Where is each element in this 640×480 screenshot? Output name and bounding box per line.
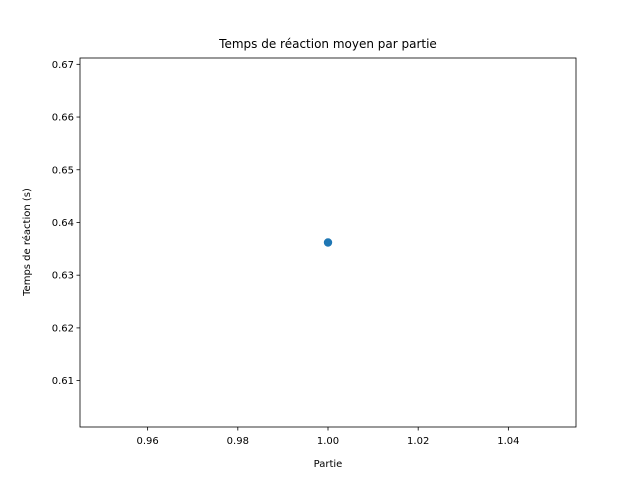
chart-title: Temps de réaction moyen par partie — [218, 37, 437, 51]
y-tick-label: 0.67 — [52, 60, 74, 71]
y-tick-label: 0.63 — [52, 271, 74, 282]
y-axis: 0.61 0.62 0.63 0.64 0.65 0.66 0.67 — [52, 60, 80, 387]
plot-area — [79, 57, 577, 428]
y-tick-label: 0.64 — [52, 218, 74, 229]
data-point — [323, 238, 333, 247]
y-tick-label: 0.61 — [52, 376, 74, 387]
x-tick-label: 0.98 — [227, 436, 249, 447]
x-tick-label: 1.02 — [407, 436, 429, 447]
x-tick-label: 1.00 — [317, 436, 339, 447]
y-tick-label: 0.62 — [52, 323, 74, 334]
x-axis-label: Partie — [314, 459, 343, 470]
x-axis: 0.96 0.98 1.00 1.02 1.04 — [137, 427, 519, 447]
y-axis-label: Temps de réaction (s) — [21, 188, 33, 297]
x-tick-label: 0.96 — [137, 436, 159, 447]
x-tick-label: 1.04 — [497, 436, 519, 447]
y-tick-label: 0.66 — [52, 113, 74, 124]
y-tick-label: 0.65 — [52, 165, 74, 176]
